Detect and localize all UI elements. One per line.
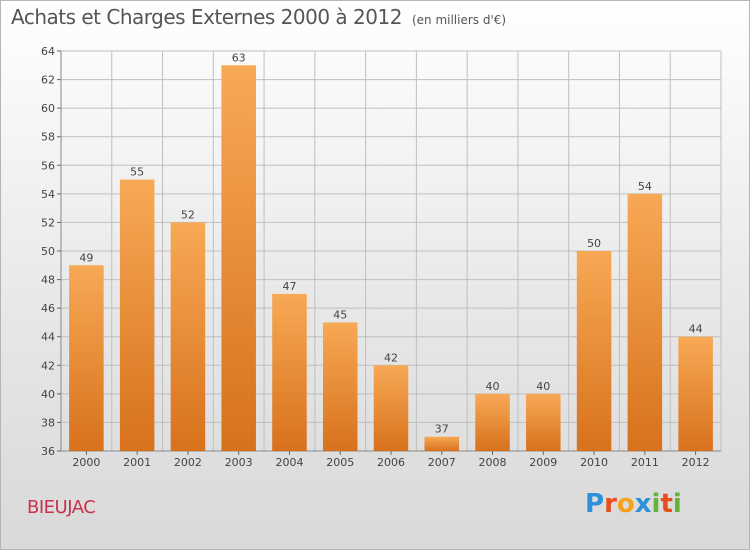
value-label-2001: 55 [130, 166, 144, 179]
logo-letter-5: t [660, 489, 673, 519]
x-tick-label-2009: 2009 [529, 456, 557, 469]
chart-title-text: Achats et Charges Externes 2000 à 2012 [11, 5, 402, 29]
x-tick-label-2008: 2008 [479, 456, 507, 469]
y-tick-label-54: 54 [41, 188, 55, 201]
y-tick-label-36: 36 [41, 445, 55, 458]
y-tick-label-52: 52 [41, 216, 55, 229]
bar-2005 [322, 322, 358, 451]
value-label-2004: 47 [282, 280, 296, 293]
value-label-2008: 40 [486, 380, 500, 393]
proxiti-logo[interactable]: Proxiti [585, 489, 682, 519]
value-label-2012: 44 [689, 323, 703, 336]
bar-2001 [119, 179, 155, 452]
value-label-2009: 40 [536, 380, 550, 393]
y-tick-label-60: 60 [41, 102, 55, 115]
bars [69, 65, 713, 452]
y-tick-label-40: 40 [41, 388, 55, 401]
logo-letter-3: x [634, 489, 652, 519]
x-tick-label-2000: 2000 [72, 456, 100, 469]
value-label-2005: 45 [333, 308, 347, 321]
bar-2006 [373, 365, 409, 451]
logo-letter-0: P [585, 489, 605, 519]
value-label-2007: 37 [435, 423, 449, 436]
x-tick-label-2004: 2004 [275, 456, 303, 469]
bar-2008 [475, 393, 510, 451]
value-label-2011: 54 [638, 180, 652, 193]
x-tick-label-2005: 2005 [326, 456, 354, 469]
y-tick-label-62: 62 [41, 74, 55, 87]
chart-subtitle: (en milliers d'€) [411, 13, 507, 27]
y-tick-label-58: 58 [41, 131, 55, 144]
y-tick-label-64: 64 [41, 45, 55, 58]
y-tick-label-44: 44 [41, 331, 55, 344]
value-label-2003: 63 [232, 51, 246, 64]
x-tick-label-2010: 2010 [580, 456, 608, 469]
y-tick-label-38: 38 [41, 416, 55, 429]
axes: 36 38 40 42 44 46 48 50 52 54 56 58 60 62 64 2000 2001 20… [41, 45, 721, 469]
bar-2009 [526, 393, 561, 451]
x-tick-label-2011: 2011 [631, 456, 659, 469]
value-label-2000: 49 [79, 251, 93, 264]
x-tick-label-2012: 2012 [682, 456, 710, 469]
bar-2002 [170, 222, 206, 451]
x-tick-label-2002: 2002 [174, 456, 202, 469]
x-tick-label-2006: 2006 [377, 456, 405, 469]
x-tick-label-2007: 2007 [428, 456, 456, 469]
logo-letter-2: o [616, 489, 635, 519]
logo-letter-1: r [604, 489, 617, 519]
value-label-2006: 42 [384, 351, 398, 364]
bar-2004 [272, 293, 307, 451]
y-tick-label-48: 48 [41, 274, 55, 287]
logo-letter-4: i [651, 489, 661, 519]
bar-2010 [576, 251, 612, 451]
bar-2000 [69, 265, 104, 451]
bar-2012 [678, 336, 713, 451]
y-tick-label-50: 50 [41, 245, 55, 258]
data-labels: 49 55 52 63 47 45 42 37 40 40 50 54 44 [79, 51, 702, 435]
bar-2007 [424, 436, 460, 451]
y-tick-label-46: 46 [41, 302, 55, 315]
commune-name: BIEUJAC [27, 497, 96, 518]
y-tick-label-42: 42 [41, 359, 55, 372]
bar-2011 [627, 193, 663, 451]
logo-letter-6: i [672, 489, 682, 519]
bar-2003 [221, 65, 256, 452]
value-label-2010: 50 [587, 237, 601, 250]
x-tick-label-2003: 2003 [225, 456, 253, 469]
y-tick-label-56: 56 [41, 159, 55, 172]
value-label-2002: 52 [181, 208, 195, 221]
chart-title: Achats et Charges Externes 2000 à 2012 (e… [11, 5, 506, 29]
x-tick-label-2001: 2001 [123, 456, 151, 469]
